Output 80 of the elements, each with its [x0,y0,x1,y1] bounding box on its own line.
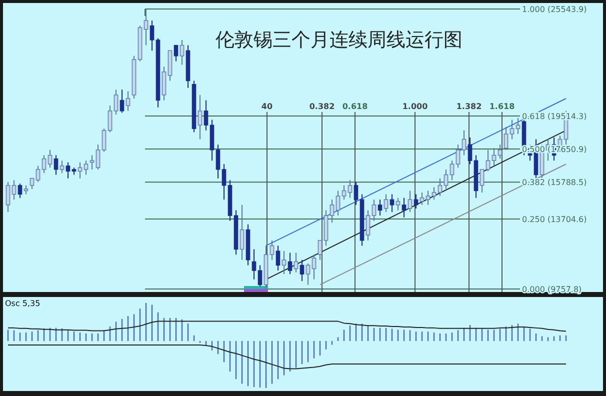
ref-line-label: 1.000 (25543.9) [522,5,587,14]
candlestick [240,204,244,260]
candlestick [150,20,154,52]
candlestick [222,164,226,200]
candlestick [498,144,502,160]
candlestick [36,165,40,182]
candlestick [120,89,124,114]
candlestick [318,240,322,260]
candlestick [366,210,370,241]
annotation: 0.382 [309,102,335,111]
candlestick [276,245,280,272]
candlestick [492,148,496,166]
candlestick [444,168,448,190]
candlestick [174,44,178,62]
candlestick [348,180,352,198]
candlestick [42,154,46,174]
candlestick [486,149,490,172]
candlestick [108,105,112,133]
candlestick [6,181,10,213]
candlestick [180,39,184,66]
candlestick [336,190,340,216]
candlestick [408,190,412,213]
candlestick [96,144,100,170]
candlestick [306,262,310,286]
candlestick [30,178,34,190]
candlestick [198,94,202,140]
candlestick [456,144,460,168]
candlestick [126,90,130,112]
candlestick [12,180,16,200]
candlestick [270,240,274,260]
candlestick [18,183,22,198]
candlestick [48,149,52,168]
ref-line-label: 0.000 (9757.8) [522,285,582,294]
candlestick [54,154,58,176]
candlestick [162,66,166,101]
candlestick [462,130,466,156]
candlestick [432,186,436,200]
annotation: 1.618 [489,102,516,111]
candlestick [480,168,484,194]
candlestick [378,199,382,216]
chart-title: Osc 5,35 [5,299,40,308]
candlestick [504,126,508,150]
candlestick [342,184,346,200]
annotation: 40 [261,102,273,111]
candlestick [516,118,520,134]
annotation: 0.618 [342,102,368,111]
candlestick [468,137,472,165]
annotation: 1.382 [456,102,482,111]
candlestick [450,160,454,181]
candlestick [204,100,208,131]
candlestick [66,162,70,179]
candlestick [384,194,388,213]
candlestick [114,89,118,115]
candlestick [78,162,82,179]
annotation: 1.000 [402,102,428,111]
candlestick [390,194,394,213]
candlestick [216,144,220,179]
candlestick [84,160,88,176]
candlestick [372,199,376,222]
candlestick [252,248,256,280]
text: 伦敦锡三个月连续周线运行图 [216,29,462,51]
candlestick [354,181,358,206]
candlestick [288,252,292,275]
candlestick [60,160,64,174]
candlestick [102,128,106,152]
candlestick [258,264,262,288]
candlestick [438,178,442,197]
candlestick [312,254,316,280]
candlestick [282,250,286,275]
candlestick [420,192,424,206]
candlestick [294,252,298,273]
ref-line-label: 0.250 (13704.6) [522,215,587,224]
candlestick [300,259,304,282]
candlestick [510,119,514,140]
candlestick [396,197,400,211]
candlestick [402,197,406,218]
candlestick [330,199,334,224]
candlestick [426,190,430,206]
candlestick [414,194,418,209]
candlestick [90,154,94,170]
